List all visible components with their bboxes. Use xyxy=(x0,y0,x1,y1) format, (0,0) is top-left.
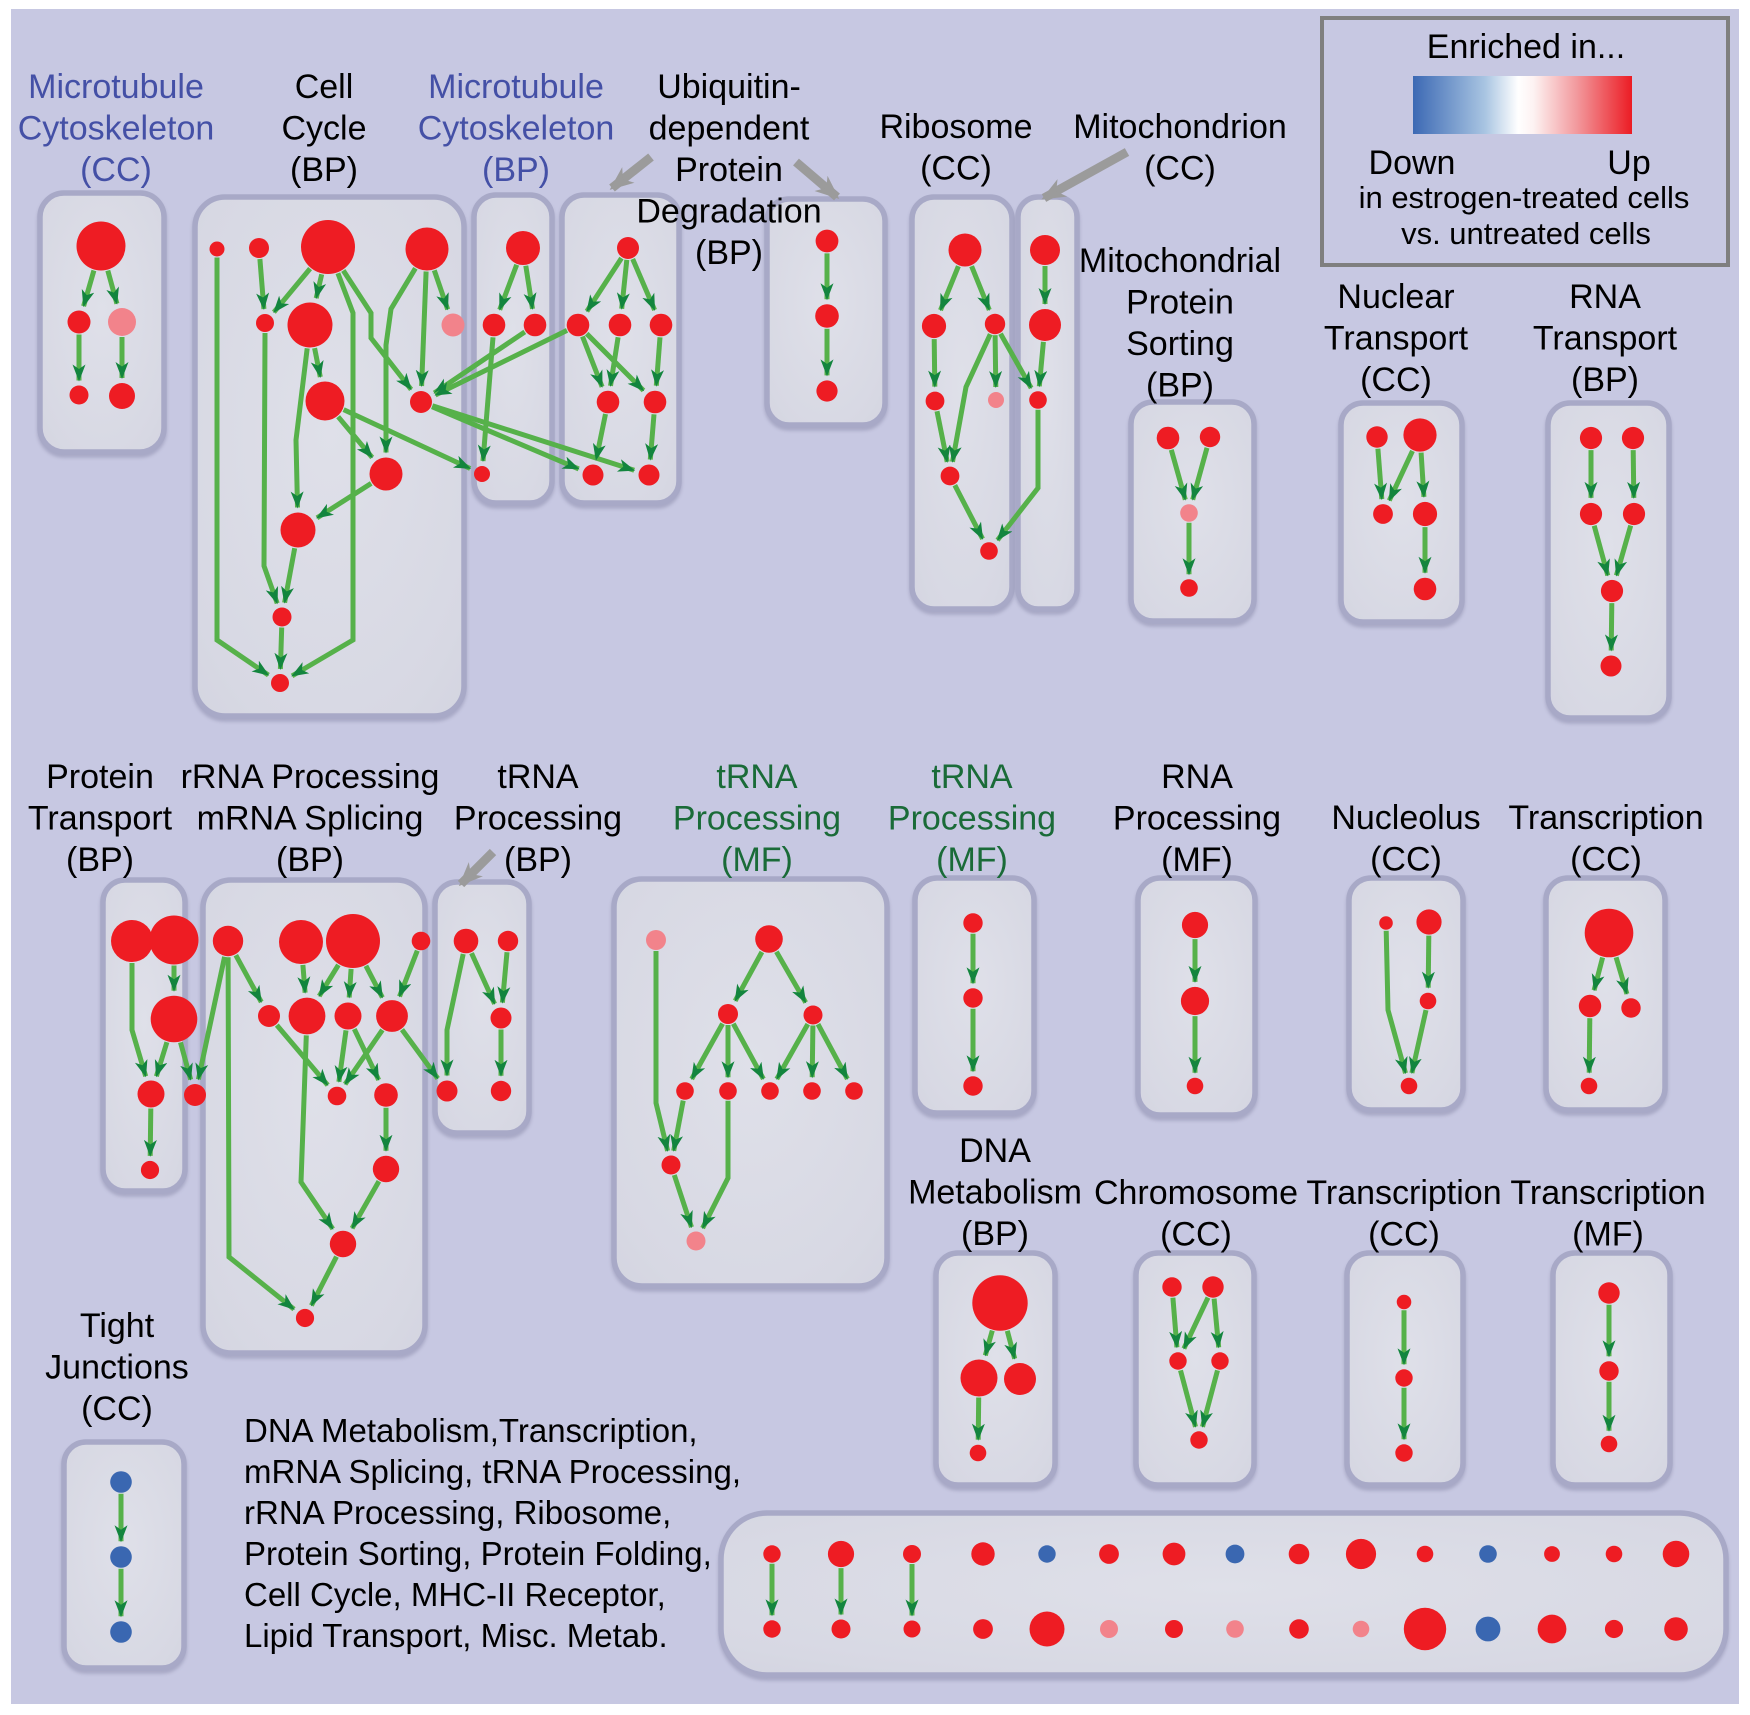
svg-text:Microtubule: Microtubule xyxy=(428,68,604,106)
svg-text:Up: Up xyxy=(1607,144,1650,182)
svg-text:(CC): (CC) xyxy=(1160,1216,1232,1254)
svg-text:(CC): (CC) xyxy=(80,151,152,189)
svg-text:(MF): (MF) xyxy=(1572,1216,1644,1254)
svg-text:(BP): (BP) xyxy=(66,841,134,879)
svg-text:RNA: RNA xyxy=(1569,278,1641,316)
svg-text:Ribosome: Ribosome xyxy=(879,108,1032,146)
svg-text:(CC): (CC) xyxy=(1370,841,1442,879)
svg-text:(MF): (MF) xyxy=(721,841,793,879)
svg-text:mRNA Splicing, tRNA Processing: mRNA Splicing, tRNA Processing, xyxy=(244,1453,741,1490)
svg-text:Transcription: Transcription xyxy=(1510,1174,1705,1212)
svg-text:DNA Metabolism,Transcription,: DNA Metabolism,Transcription, xyxy=(244,1412,698,1449)
svg-text:Protein: Protein xyxy=(1126,284,1234,322)
svg-text:Cytoskeleton: Cytoskeleton xyxy=(18,110,215,148)
svg-text:RNA: RNA xyxy=(1161,758,1233,796)
svg-text:(BP): (BP) xyxy=(961,1215,1029,1253)
svg-text:(MF): (MF) xyxy=(1161,841,1233,879)
svg-text:Transport: Transport xyxy=(28,800,173,838)
svg-text:(CC): (CC) xyxy=(81,1390,153,1428)
svg-text:(BP): (BP) xyxy=(1571,361,1639,399)
svg-text:Protein: Protein xyxy=(46,758,154,796)
svg-text:Down: Down xyxy=(1369,144,1456,182)
svg-text:Enriched in...: Enriched in... xyxy=(1427,28,1625,66)
svg-text:Mitochondrial: Mitochondrial xyxy=(1079,242,1281,280)
svg-text:(BP): (BP) xyxy=(482,151,550,189)
svg-text:rRNA Processing, Ribosome,: rRNA Processing, Ribosome, xyxy=(244,1494,671,1531)
svg-text:Metabolism: Metabolism xyxy=(908,1174,1082,1212)
svg-text:(BP): (BP) xyxy=(276,841,344,879)
svg-text:rRNA Processing: rRNA Processing xyxy=(181,758,440,796)
svg-text:(CC): (CC) xyxy=(920,150,992,188)
svg-text:Transport: Transport xyxy=(1533,320,1678,358)
svg-text:Ubiquitin-: Ubiquitin- xyxy=(657,68,801,106)
svg-text:Degradation: Degradation xyxy=(636,193,821,231)
svg-text:(CC): (CC) xyxy=(1368,1216,1440,1254)
svg-text:in estrogen-treated cells: in estrogen-treated cells xyxy=(1359,180,1690,215)
svg-text:Transcription: Transcription xyxy=(1508,799,1703,837)
svg-text:Sorting: Sorting xyxy=(1126,325,1234,363)
svg-text:(BP): (BP) xyxy=(1146,367,1214,405)
svg-text:(CC): (CC) xyxy=(1144,150,1216,188)
svg-text:Protein: Protein xyxy=(675,151,783,189)
svg-text:Chromosome: Chromosome xyxy=(1094,1174,1298,1212)
svg-text:(CC): (CC) xyxy=(1570,841,1642,879)
svg-text:tRNA: tRNA xyxy=(716,758,798,796)
svg-text:(MF): (MF) xyxy=(936,841,1008,879)
svg-text:mRNA Splicing: mRNA Splicing xyxy=(197,800,424,838)
svg-text:vs. untreated cells: vs. untreated cells xyxy=(1401,216,1651,251)
svg-text:Cytoskeleton: Cytoskeleton xyxy=(418,110,615,148)
svg-text:Processing: Processing xyxy=(454,800,622,838)
svg-text:Processing: Processing xyxy=(1113,800,1281,838)
svg-text:(BP): (BP) xyxy=(504,841,572,879)
svg-text:tRNA: tRNA xyxy=(931,758,1013,796)
svg-text:(BP): (BP) xyxy=(290,151,358,189)
svg-text:Nuclear: Nuclear xyxy=(1337,278,1454,316)
svg-text:Transport: Transport xyxy=(1324,320,1469,358)
svg-text:Processing: Processing xyxy=(673,800,841,838)
svg-text:dependent: dependent xyxy=(649,110,810,148)
svg-text:Mitochondrion: Mitochondrion xyxy=(1073,108,1287,146)
svg-text:Transcription: Transcription xyxy=(1306,1174,1501,1212)
svg-text:Cell Cycle, MHC-II Receptor,: Cell Cycle, MHC-II Receptor, xyxy=(244,1576,666,1613)
svg-text:DNA: DNA xyxy=(959,1132,1031,1170)
svg-text:Processing: Processing xyxy=(888,800,1056,838)
svg-text:Lipid Transport, Misc. Metab.: Lipid Transport, Misc. Metab. xyxy=(244,1617,668,1654)
svg-text:Cell: Cell xyxy=(295,68,354,106)
svg-text:tRNA: tRNA xyxy=(497,758,579,796)
svg-text:Protein Sorting, Protein Foldi: Protein Sorting, Protein Folding, xyxy=(244,1535,712,1572)
svg-text:Microtubule: Microtubule xyxy=(28,68,204,106)
svg-text:Junctions: Junctions xyxy=(45,1349,189,1387)
svg-text:Nucleolus: Nucleolus xyxy=(1331,799,1480,837)
svg-text:(BP): (BP) xyxy=(695,234,763,272)
svg-text:Cycle: Cycle xyxy=(281,110,366,148)
svg-text:Tight: Tight xyxy=(80,1307,155,1345)
svg-text:(CC): (CC) xyxy=(1360,361,1432,399)
